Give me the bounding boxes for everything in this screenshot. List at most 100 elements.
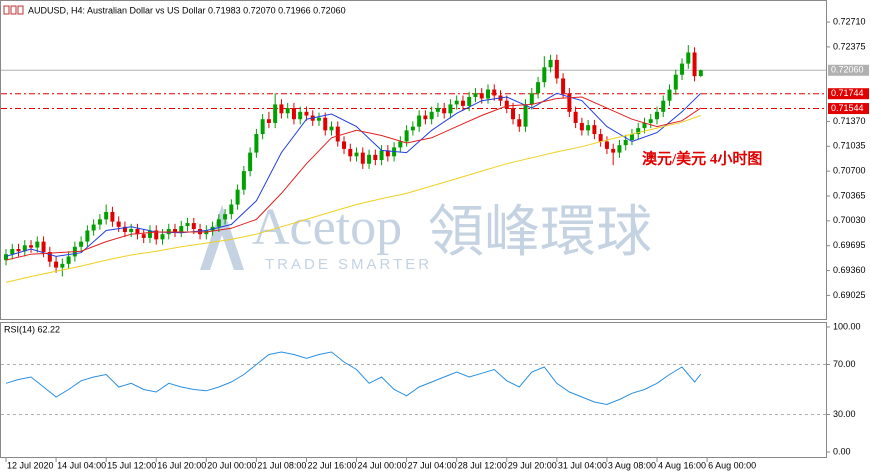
candle-body (573, 111, 578, 123)
candle-body (266, 119, 271, 123)
indicator-line (5, 115, 701, 283)
annotation: 澳元/美元 4小时图 (642, 149, 762, 167)
candle-body (254, 134, 259, 153)
x-tick-label: 21 Jul 08:00 (257, 460, 306, 470)
candle-body (273, 104, 278, 123)
candle-body (35, 241, 40, 248)
candle-body (623, 139, 628, 146)
candle-body (367, 154, 372, 164)
candle-body (554, 59, 559, 79)
candle-body (686, 52, 691, 64)
candle-body (435, 108, 440, 112)
candle-body (492, 89, 497, 96)
indicator-line (5, 92, 702, 257)
price-label: 0.71744 (831, 88, 864, 98)
rsi-title: RSI(14) 62.22 (4, 324, 60, 334)
y-tick-label: 0.72710 (833, 16, 866, 26)
candle-body (279, 104, 284, 114)
candle-body (467, 96, 472, 106)
candle-body (611, 148, 616, 153)
candle-body (536, 82, 541, 94)
watermark-chinese: 領峰環球 (428, 202, 652, 264)
candle-body (379, 150, 384, 161)
candle-body (592, 125, 597, 135)
x-tick-label: 27 Jul 04:00 (408, 460, 457, 470)
x-tick-label: 3 Aug 08:00 (608, 460, 656, 470)
symbol-icon (3, 5, 24, 15)
watermark-logo (200, 205, 244, 270)
chart-title: AUDUSD, H4: Australian Dollar vs US Doll… (28, 5, 346, 15)
candle-body (504, 100, 509, 109)
candle-body (673, 74, 678, 90)
candle-body (335, 126, 340, 142)
candle-body (241, 171, 246, 190)
candle-body (636, 128, 641, 135)
icon-bar (3, 5, 10, 15)
candle-body (342, 141, 347, 149)
candle-body (191, 223, 196, 229)
y-tick-label: 0.70030 (833, 215, 866, 225)
candle-body (229, 204, 234, 215)
candle-body (548, 59, 553, 68)
candle-body (410, 126, 415, 131)
x-tick-label: 29 Jul 20:00 (508, 460, 557, 470)
y-tick-label: 0.72375 (833, 41, 866, 51)
candle-body (642, 122, 647, 129)
candle-body (598, 134, 603, 142)
candle-body (373, 154, 378, 161)
candle-body (235, 189, 240, 205)
candle-body (417, 115, 422, 127)
candle-body (10, 249, 15, 255)
x-tick-label: 14 Jul 04:00 (57, 460, 106, 470)
candle-body (617, 145, 622, 153)
candle-body (110, 211, 115, 222)
candle-body (316, 117, 321, 121)
icon-bar (17, 5, 24, 15)
candle-body (129, 228, 134, 232)
main-panel-border (0, 0, 827, 320)
x-tick-label: 16 Jul 20:00 (157, 460, 206, 470)
rsi-panel-border (0, 322, 827, 458)
candle-body (667, 89, 672, 101)
candle-body (567, 93, 572, 112)
candle-body (4, 254, 9, 261)
x-tick-label: 6 Aug 00:00 (708, 460, 756, 470)
y-tick-label: 0.71035 (833, 141, 866, 151)
candle-body (648, 119, 653, 123)
candle-body (629, 134, 634, 140)
price-label-box (828, 64, 869, 76)
candle-body (47, 251, 52, 262)
candle-body (323, 117, 328, 131)
y-tick-label: 0.69025 (833, 290, 866, 300)
candle-body (523, 104, 528, 127)
candle-body (29, 245, 34, 248)
watermark-brand: Acetop (252, 199, 402, 256)
candle-body (97, 219, 102, 225)
y-tick-label: 0.70365 (833, 190, 866, 200)
x-tick-label: 12 Jul 2020 (7, 460, 54, 470)
candle-body (448, 104, 453, 114)
candle-body (429, 111, 434, 120)
candle-body (41, 241, 46, 252)
candle-body (460, 100, 465, 106)
candle-body (692, 52, 697, 77)
candle-body (260, 119, 265, 135)
candle-body (66, 256, 71, 264)
candle-body (561, 78, 566, 94)
x-tick-label: 4 Aug 16:00 (658, 460, 706, 470)
candle-body (517, 119, 522, 127)
candle-body (85, 230, 90, 242)
price-label-box (828, 103, 869, 115)
candle-body (604, 141, 609, 149)
price-label-box (828, 88, 869, 100)
candle-body (385, 150, 390, 157)
candle-body (398, 141, 403, 148)
candle-body (354, 152, 359, 157)
y-tick-label: 0.71370 (833, 116, 866, 126)
candle-body (586, 125, 591, 131)
candle-body (479, 93, 484, 99)
y-tick-label: 0.00 (833, 446, 851, 456)
candle-body (185, 223, 190, 227)
x-tick-label: 15 Jul 12:00 (107, 460, 156, 470)
